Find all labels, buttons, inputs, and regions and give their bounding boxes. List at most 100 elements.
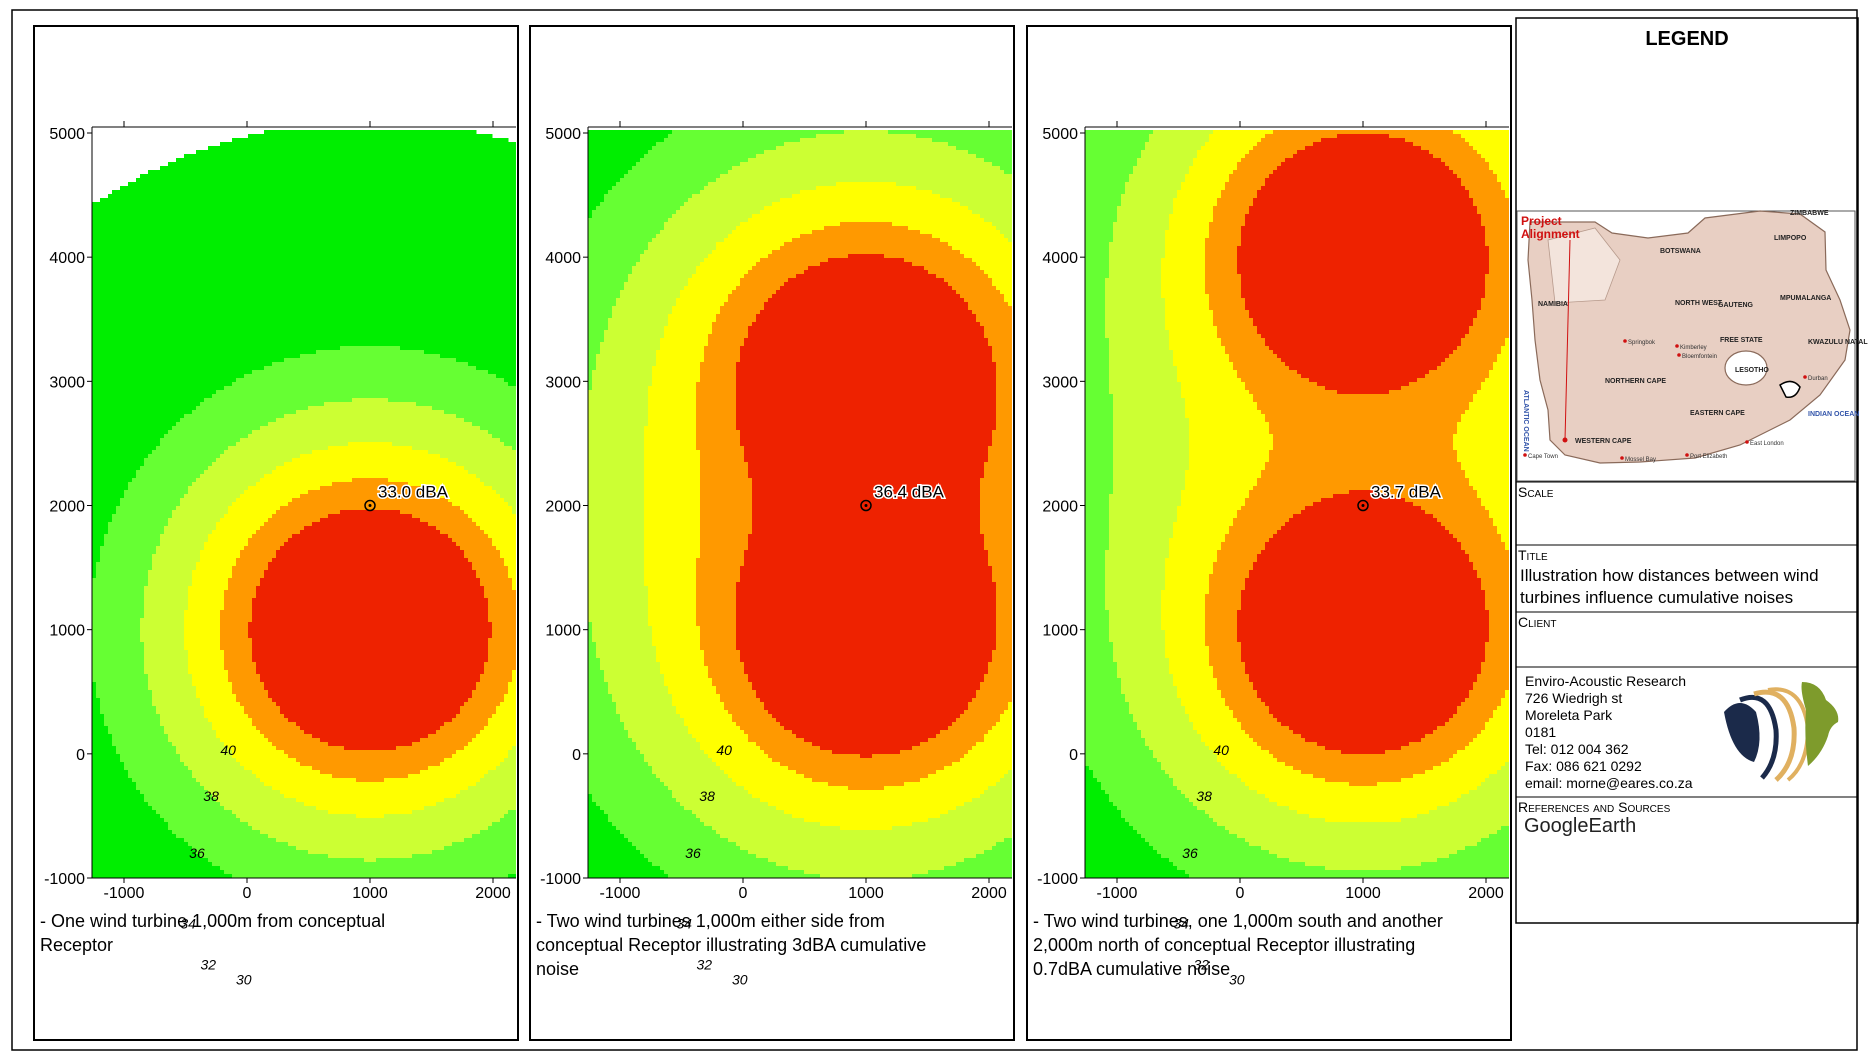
map-city-dot <box>1745 440 1749 444</box>
y-tick-label: 0 <box>1069 747 1078 764</box>
map-project-marker <box>1563 438 1568 443</box>
plot-3: 5000 4000 3000 2000 1000 0 -1000 -1000 0 1000 2000… <box>1037 121 1513 988</box>
x-tick-label: 1000 <box>352 885 388 902</box>
map-city-label: Cape Town <box>1528 454 1558 460</box>
map-city-label: Bloemfontein <box>1682 354 1717 360</box>
title-label: Title <box>1518 547 1548 563</box>
noise-field-1 <box>92 130 521 879</box>
client-address-line: 0181 <box>1525 724 1725 741</box>
y-tick-label: 4000 <box>1042 250 1078 267</box>
client-address-line: Tel: 012 004 362 <box>1525 741 1725 758</box>
x-tick-label: 2000 <box>971 885 1007 902</box>
map-city-dot <box>1677 353 1681 357</box>
x-tick-label: 1000 <box>848 885 884 902</box>
map-city-label: Springbok <box>1628 340 1656 346</box>
contour-label: 38 <box>1196 788 1212 804</box>
map-city-dot <box>1620 456 1624 460</box>
map-region-label: NORTHERN CAPE <box>1605 378 1666 385</box>
contour-label: 38 <box>203 788 219 804</box>
panel-2-caption: - Two wind turbines 1,000m either side f… <box>536 909 1006 981</box>
contour-label: 36 <box>1182 845 1198 861</box>
y-tick-label: 1000 <box>545 623 581 640</box>
receptor-dot-3 <box>1362 504 1365 507</box>
x-tick-label: -1000 <box>1097 885 1138 902</box>
contour-label: 40 <box>716 742 732 758</box>
y-tick-label: 0 <box>572 747 581 764</box>
y-tick-label: 1000 <box>1042 623 1078 640</box>
map-city-dot <box>1675 344 1679 348</box>
noise-field-3 <box>1085 130 1514 879</box>
client-address-line: Moreleta Park <box>1525 707 1725 724</box>
map-region-label: GAUTENG <box>1718 302 1754 309</box>
logo-head <box>1724 703 1760 762</box>
scale-label: Scale <box>1518 484 1553 500</box>
map-project-label-2: Alignment <box>1521 227 1580 241</box>
map-region-label: LESOTHO <box>1735 367 1769 374</box>
map-region-label: WESTERN CAPE <box>1575 438 1632 445</box>
map-city-dot <box>1803 375 1807 379</box>
map-city-label: Mossel Bay <box>1625 457 1656 463</box>
map-region-label: ATLANTIC OCEAN <box>1522 390 1529 452</box>
client-logo <box>1710 672 1850 782</box>
map-region-label: NAMIBIA <box>1538 301 1568 308</box>
x-tick-label: 0 <box>1236 885 1245 902</box>
receptor-label-3: 33.7 dBA <box>1371 483 1442 502</box>
receptor-label-1: 33.0 dBA <box>378 483 449 502</box>
legend-title: LEGEND <box>1516 28 1858 51</box>
y-tick-label: 4000 <box>545 250 581 267</box>
y-tick-label: 3000 <box>1042 374 1078 391</box>
map-region-label: KWAZULU NATAL <box>1808 339 1868 346</box>
map-city-label: Kimberley <box>1680 345 1707 351</box>
x-tick-label: 0 <box>243 885 252 902</box>
client-address-line: 726 Wiedrigh st <box>1525 690 1725 707</box>
map-city-dot <box>1623 339 1627 343</box>
y-tick-label: -1000 <box>1037 871 1078 888</box>
map-region-label: BOTSWANA <box>1660 248 1701 255</box>
y-tick-label: 2000 <box>49 499 85 516</box>
y-tick-label: 1000 <box>49 623 85 640</box>
x-tick-label: 1000 <box>1345 885 1381 902</box>
map-region-label: FREE STATE <box>1720 337 1763 344</box>
y-tick-label: 2000 <box>1042 499 1078 516</box>
map-city-label: Durban <box>1808 376 1828 382</box>
client-address-line: Enviro-Acoustic Research <box>1525 673 1725 690</box>
contour-label: 40 <box>220 742 236 758</box>
contour-label: 38 <box>699 788 715 804</box>
location-map: Project Alignment NAMIBIA BOTSWANA LIMPOPO… <box>1517 210 1868 481</box>
y-tick-label: -1000 <box>44 871 85 888</box>
map-region-label: LIMPOPO <box>1774 235 1807 242</box>
map-region-label: NORTH WEST <box>1675 300 1723 307</box>
panel-3-caption: - Two wind turbines, one 1,000m south an… <box>1033 909 1503 981</box>
map-region-label: INDIAN OCEAN <box>1808 411 1859 418</box>
y-tick-label: 2000 <box>545 499 581 516</box>
x-tick-label: 2000 <box>1468 885 1504 902</box>
panel-1-caption: - One wind turbine 1,000m from conceptua… <box>40 909 510 957</box>
contour-label: 40 <box>1213 742 1229 758</box>
contour-label: 36 <box>189 845 205 861</box>
y-tick-label: 4000 <box>49 250 85 267</box>
logo-face <box>1802 682 1839 766</box>
y-tick-label: 3000 <box>545 374 581 391</box>
y-tick-label: 5000 <box>545 126 581 143</box>
map-city-label: East London <box>1750 441 1784 447</box>
receptor-dot-2 <box>865 504 868 507</box>
map-project-label-1: Project <box>1521 214 1562 228</box>
y-tick-label: -1000 <box>540 871 581 888</box>
noise-field-2 <box>588 130 1017 879</box>
client-label: Client <box>1518 614 1556 630</box>
refs-text: GoogleEarth <box>1524 815 1636 838</box>
x-tick-label: -1000 <box>600 885 641 902</box>
y-tick-label: 5000 <box>49 126 85 143</box>
map-region-label: MPUMALANGA <box>1780 295 1831 302</box>
y-tick-label: 5000 <box>1042 126 1078 143</box>
map-city-dot <box>1685 453 1689 457</box>
contour-label: 36 <box>685 845 701 861</box>
map-city-dot <box>1523 453 1527 457</box>
title-text: Illustration how distances between wind … <box>1520 565 1856 609</box>
client-address-line: email: morne@eares.co.za <box>1525 775 1725 792</box>
